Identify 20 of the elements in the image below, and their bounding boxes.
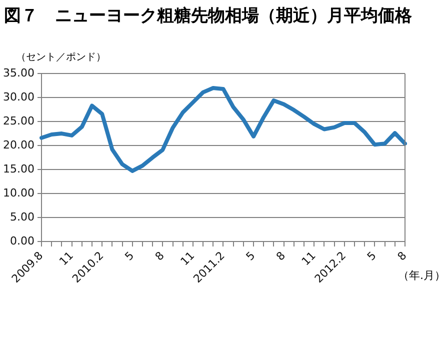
y-tick-label: 35.00: [2, 66, 34, 80]
y-tick-label: 10.00: [2, 186, 34, 200]
x-axis-title: （年.月）: [398, 268, 445, 283]
x-tick-label: 11: [299, 249, 318, 268]
x-tick-label: 11: [56, 249, 76, 268]
x-tick-label: 8: [274, 249, 288, 264]
y-tick-label: 0.00: [10, 234, 34, 248]
x-tick-label: 8: [152, 249, 167, 264]
y-axis-title: （セント／ポンド）: [16, 51, 106, 64]
y-tick-label: 25.00: [2, 114, 34, 128]
chart-title: 図７ ニューヨーク粗糖先物相場（期近）月平均価格: [4, 5, 412, 27]
x-tick-label: 8: [395, 249, 410, 264]
y-tick-label: 30.00: [2, 90, 34, 104]
x-tick-label: 5: [122, 249, 137, 264]
y-tick-label: 20.00: [2, 138, 34, 152]
x-tick-label: 11: [178, 249, 198, 268]
x-tick-label: 5: [244, 249, 258, 264]
y-tick-label: 5.00: [10, 210, 34, 224]
x-tick-label: 5: [364, 249, 379, 264]
y-tick-label: 15.00: [2, 162, 34, 176]
